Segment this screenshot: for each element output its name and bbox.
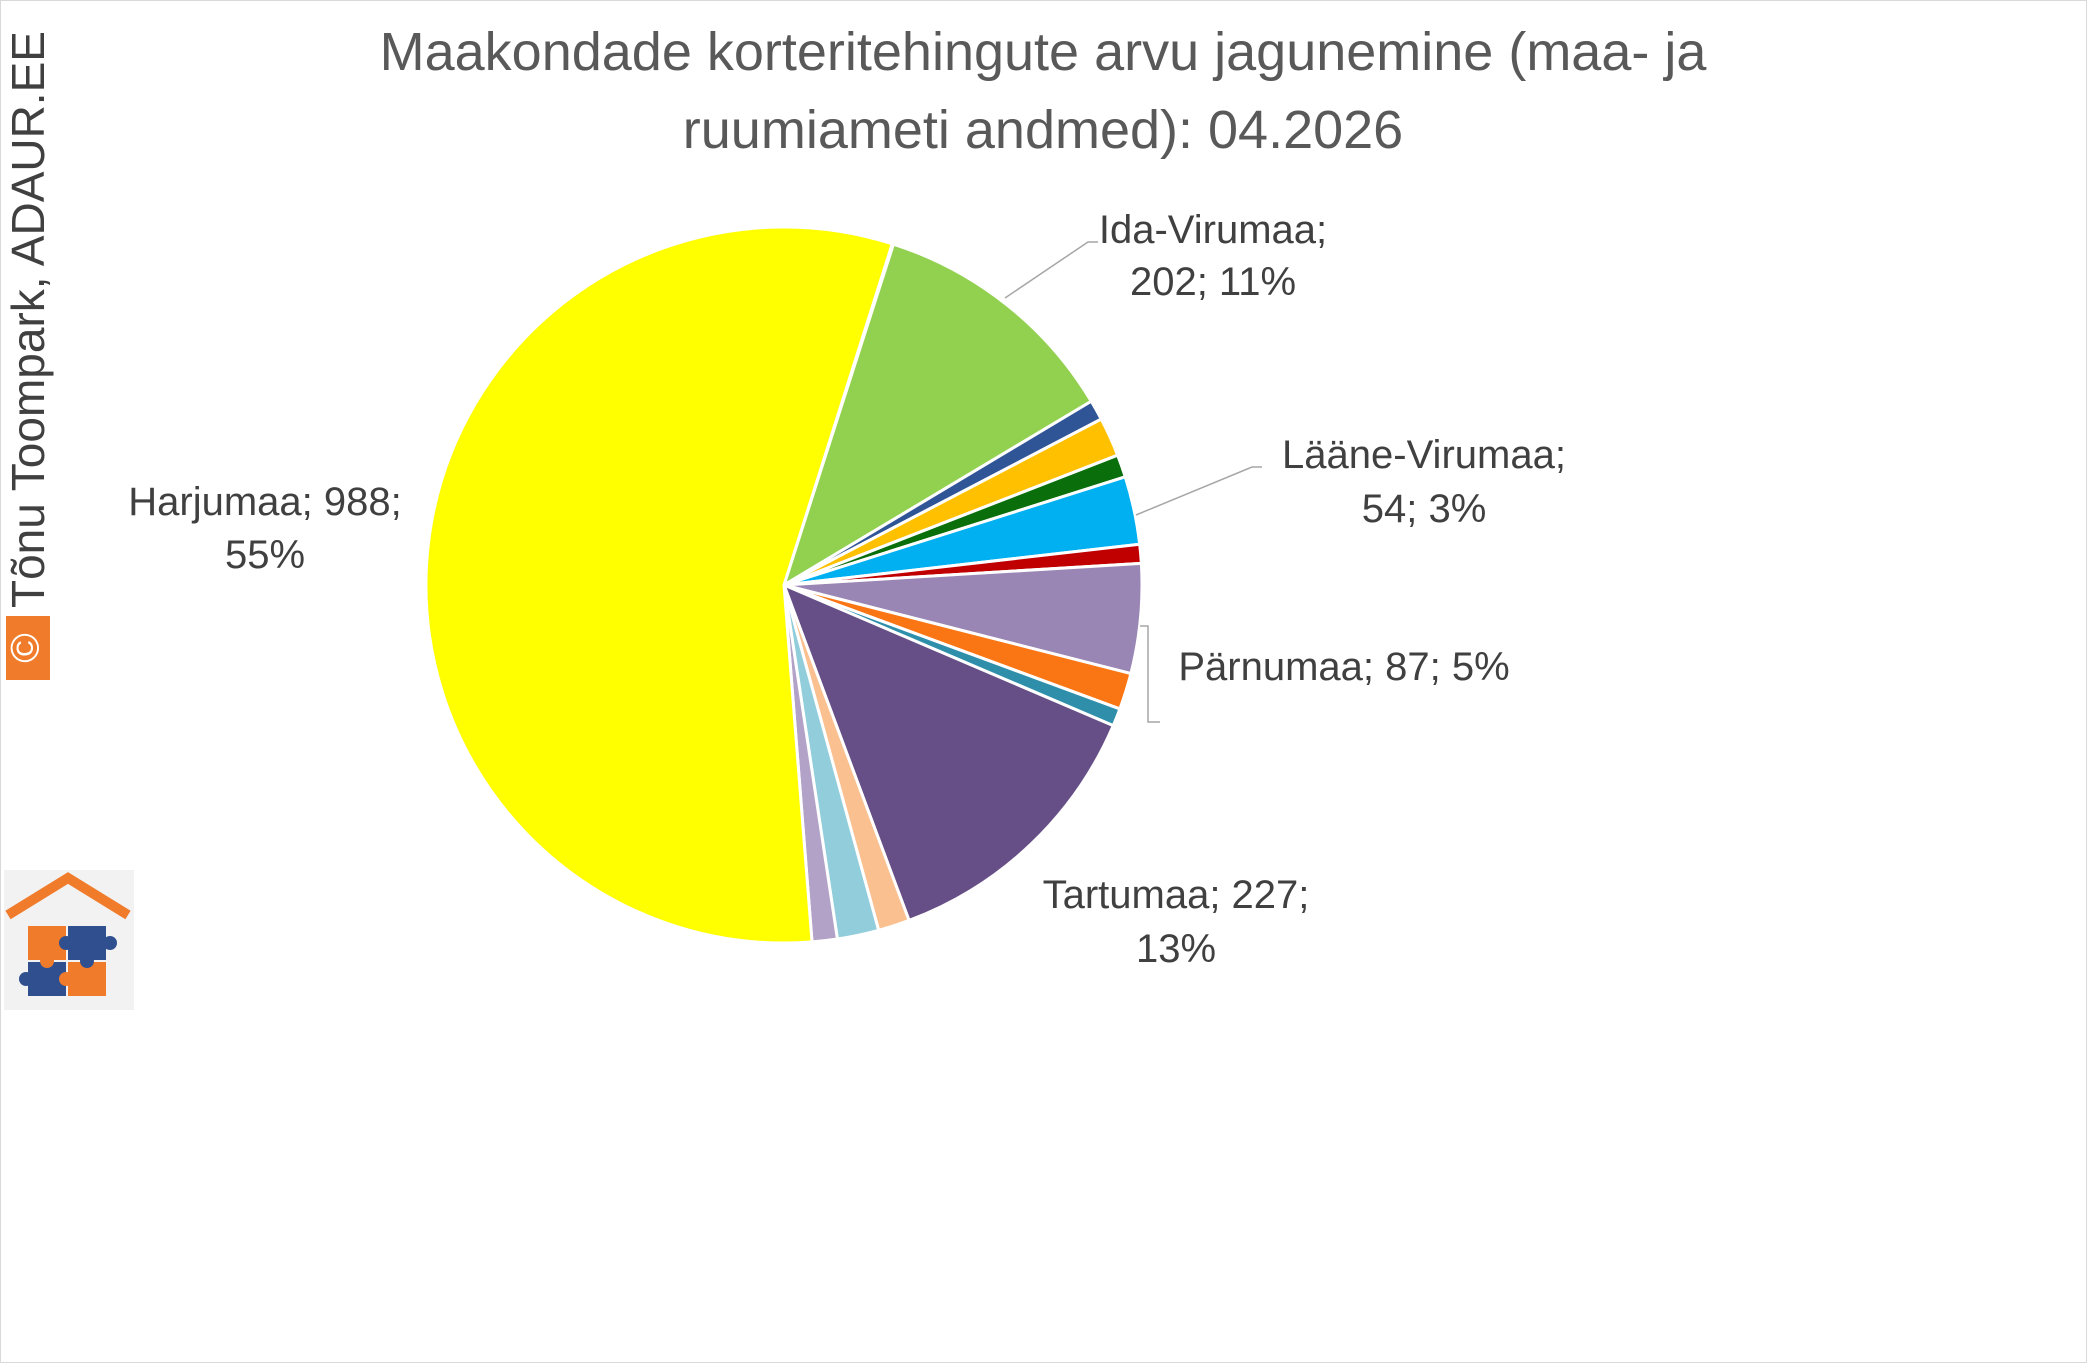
logo-puzzle-knob [19, 972, 33, 986]
data-label-harjumaa: 55% [225, 533, 305, 577]
pie-slice-tartumaa [782, 583, 1115, 922]
pie-slice-ida-virumaa [782, 242, 1093, 587]
leader-lines [1004, 241, 1262, 723]
leader-line-ida-virumaa [1004, 241, 1098, 299]
watermark-text: Tõnu Toompark, ADAUR.EE [2, 31, 54, 608]
data-label-parnumaa: Pärnumaa; 87; 5% [1178, 645, 1509, 689]
logo-puzzle-knob [59, 936, 73, 950]
data-label-tartumaa: 13% [1136, 927, 1216, 971]
chart-title-line: ruumiameti andmed): 04.2026 [683, 100, 1403, 160]
data-label-ida-virumaa: Ida-Virumaa; [1099, 208, 1327, 252]
data-label-laane-virumaa: 54; 3% [1362, 487, 1487, 531]
adaur-logo [4, 870, 134, 1010]
pie-slices [424, 225, 1144, 945]
pie-slice-harjumaa [424, 225, 894, 945]
leader-line-laane-virumaa [1135, 466, 1262, 516]
logo-puzzle-knob [59, 972, 73, 986]
copyright-symbol: © [4, 633, 48, 662]
chart-title-line: Maakondade korteritehingute arvu jagunem… [380, 22, 1708, 82]
logo-puzzle-knob [103, 936, 117, 950]
data-labels: Ida-Virumaa; 202; 11% Lääne-Virumaa; 54; 3%… [128, 208, 1566, 971]
data-label-harjumaa: Harjumaa; 988; [128, 480, 401, 524]
copyright-badge-bg [6, 616, 50, 680]
leader-line-parnumaa [1140, 625, 1160, 723]
logo-roof [5, 872, 131, 920]
data-label-ida-virumaa: 202; 11% [1130, 260, 1296, 304]
data-label-laane-virumaa: Lääne-Virumaa; [1282, 433, 1566, 477]
copyright-watermark: © Tõnu Toompark, ADAUR.EE [2, 31, 54, 680]
chart-title: Maakondade korteritehingute arvu jagunem… [380, 22, 1708, 160]
data-label-tartumaa: Tartumaa; 227; [1043, 873, 1310, 917]
logo-puzzle-knob [80, 954, 94, 968]
logo-puzzle-knob [40, 954, 54, 968]
